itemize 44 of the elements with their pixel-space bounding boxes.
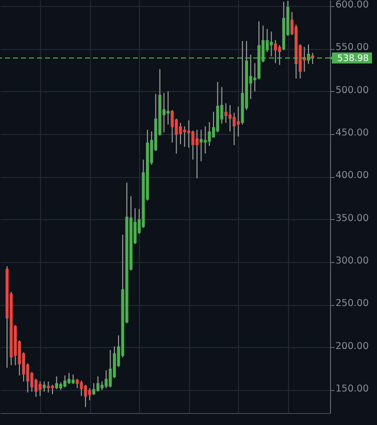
- candlestick: [224, 102, 228, 124]
- candlestick: [178, 122, 182, 145]
- candlestick: [42, 380, 46, 392]
- y-tick-label: 450.00: [336, 127, 369, 138]
- candlestick: [84, 384, 88, 408]
- candlestick: [76, 378, 79, 389]
- candlestick: [166, 90, 170, 126]
- y-tick-label: 250.00: [336, 298, 369, 310]
- y-tick-label: 300.00: [336, 255, 369, 266]
- candlestick: [55, 376, 58, 390]
- candlestick: [170, 110, 174, 143]
- candlestick: [232, 112, 236, 146]
- candlestick: [72, 374, 75, 384]
- candlestick: [50, 384, 54, 395]
- candlestick: [191, 130, 194, 160]
- candlestick: [274, 40, 277, 64]
- candlestick: [88, 388, 92, 401]
- candlestick: [104, 370, 108, 389]
- candlestick: [196, 129, 198, 179]
- candlestick: [68, 372, 70, 384]
- candlestick: [208, 122, 211, 146]
- y-tick-label: 500.00: [336, 84, 369, 96]
- ref-line-label: 538.98: [337, 54, 370, 64]
- y-tick-label: 200.00: [336, 340, 369, 352]
- y-tick-label: 400.00: [336, 170, 369, 182]
- candlestick: [200, 129, 203, 162]
- candlestick: [162, 92, 166, 133]
- y-tick-label: 550.00: [336, 42, 369, 54]
- y-tick-label: 150.00: [336, 383, 369, 394]
- candlestick: [187, 120, 190, 148]
- candlestick: [236, 106, 240, 138]
- candlestick: [92, 382, 96, 396]
- y-tick-label: 350.00: [336, 212, 369, 224]
- candlestick: [46, 380, 50, 394]
- candlestick: [108, 349, 112, 388]
- candlestick: [38, 380, 42, 396]
- candlestick: [278, 44, 282, 66]
- candlestick: [204, 126, 207, 154]
- y-tick-label: 600.00: [336, 0, 369, 10]
- candlestick: [183, 126, 186, 148]
- candlestick: [228, 104, 232, 132]
- candlestick: [96, 376, 100, 392]
- candlestick: [63, 374, 66, 388]
- candlestick: [80, 380, 83, 396]
